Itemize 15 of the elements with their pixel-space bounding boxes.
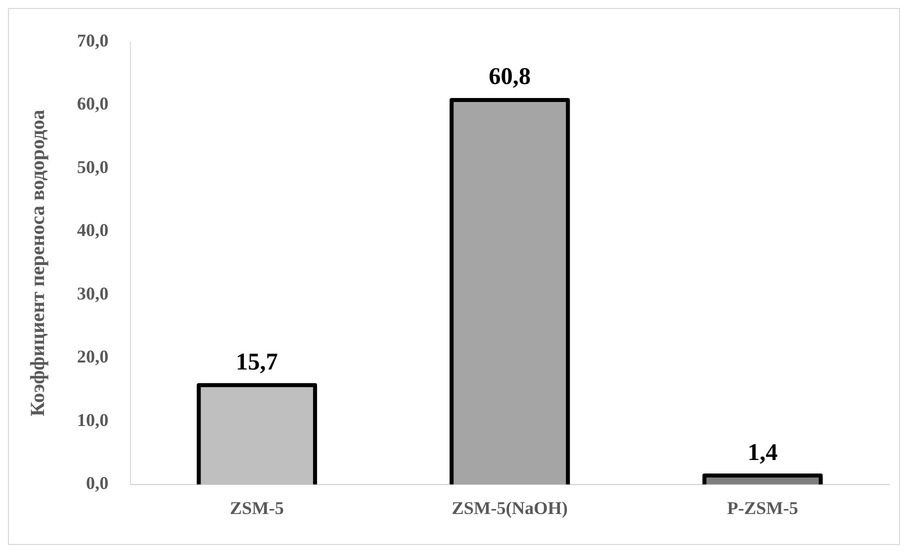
x-tick-label: P-ZSM-5	[727, 498, 798, 518]
y-tick-label: 60,0	[77, 94, 108, 114]
x-tick-label: ZSM-5	[230, 498, 284, 518]
x-tick-label: ZSM-5(NaOH)	[452, 498, 568, 518]
data-label: 15,7	[236, 349, 278, 376]
y-tick-label: 40,0	[77, 220, 108, 240]
data-label: 60,8	[488, 64, 531, 90]
y-tick-label: 70,0	[77, 30, 108, 50]
y-tick-label: 30,0	[77, 283, 108, 304]
y-axis-title: Коэффициент переноса водородоа	[27, 110, 50, 416]
y-tick-label: 0,0	[86, 473, 108, 494]
y-tick-label: 20,0	[77, 346, 108, 367]
y-tick-label: 10,0	[77, 410, 108, 430]
y-tick-label: 50,0	[77, 156, 108, 177]
data-label: 1,4	[748, 440, 778, 466]
